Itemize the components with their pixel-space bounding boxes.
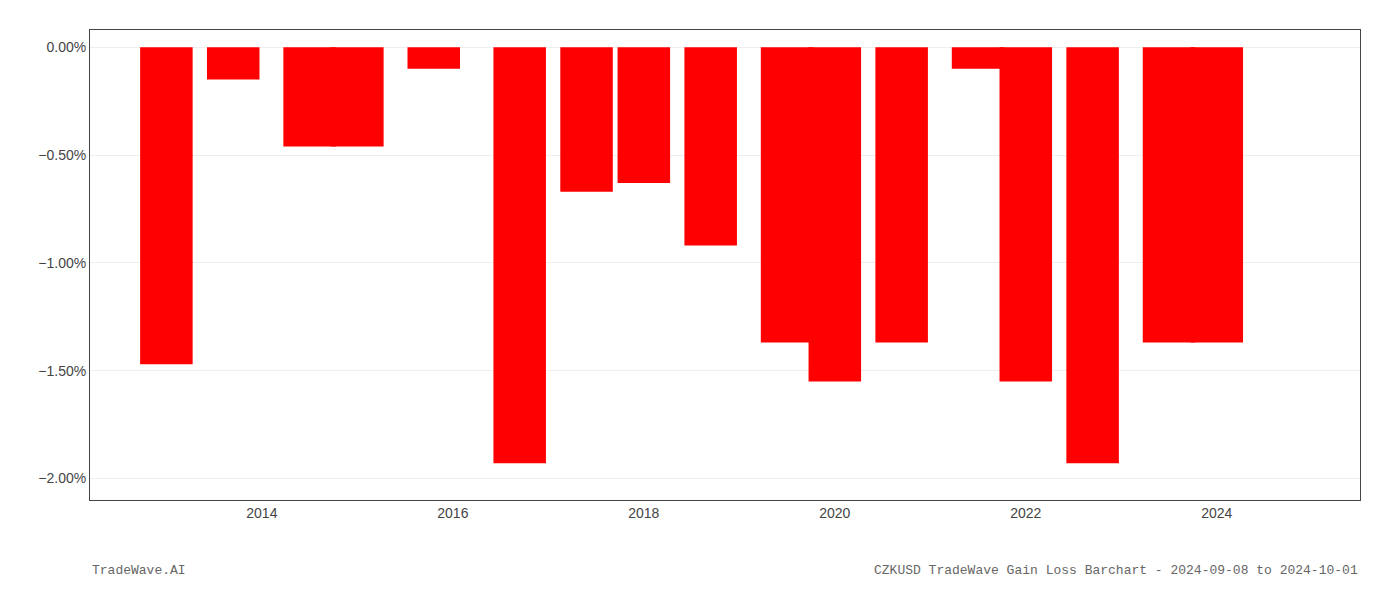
svg-text:2016: 2016 [437, 505, 468, 521]
svg-text:−1.00%: −1.00% [38, 255, 86, 271]
svg-text:−2.00%: −2.00% [38, 470, 86, 486]
svg-text:−1.50%: −1.50% [38, 363, 86, 379]
svg-text:2018: 2018 [628, 505, 659, 521]
svg-text:TradeWave.AI: TradeWave.AI [92, 563, 186, 578]
svg-text:2024: 2024 [1201, 505, 1232, 521]
svg-text:CZKUSD TradeWave Gain Loss Bar: CZKUSD TradeWave Gain Loss Barchart - 20… [874, 563, 1358, 578]
svg-text:2014: 2014 [246, 505, 277, 521]
svg-text:2022: 2022 [1010, 505, 1041, 521]
svg-text:2020: 2020 [819, 505, 850, 521]
svg-text:−0.50%: −0.50% [38, 147, 86, 163]
svg-text:0.00%: 0.00% [46, 39, 86, 55]
